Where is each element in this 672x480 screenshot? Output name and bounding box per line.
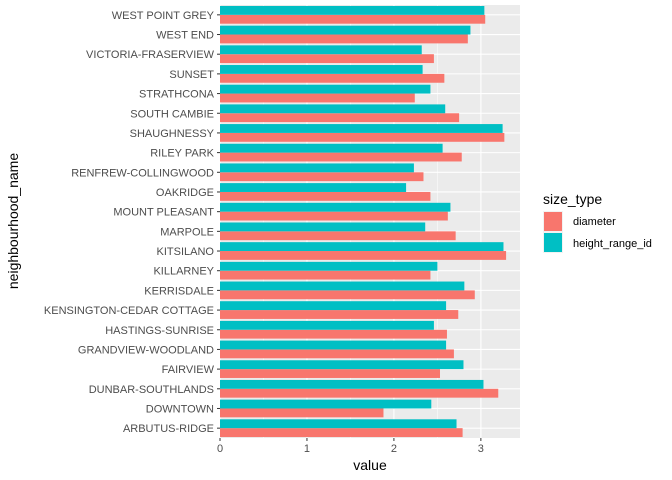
bar-height-range-id bbox=[220, 242, 504, 252]
bar-diameter bbox=[220, 310, 459, 319]
bars bbox=[220, 5, 507, 438]
bar-height-range-id bbox=[220, 340, 447, 350]
y-tick-label: SHAUGHNESSY bbox=[130, 128, 215, 140]
x-axis-title: value bbox=[353, 457, 387, 473]
legend-swatch-diameter bbox=[544, 212, 562, 231]
y-tick-label: SUNSET bbox=[169, 69, 214, 81]
x-tick-label: 1 bbox=[304, 443, 310, 455]
legend-label-height-range-id: height_range_id bbox=[573, 238, 652, 250]
y-tick-label: RENFREW-COLLINGWOOD bbox=[71, 167, 214, 179]
bar-diameter bbox=[220, 270, 431, 280]
bar-height-range-id bbox=[220, 104, 446, 114]
bar-height-range-id bbox=[220, 183, 407, 192]
y-tick-label: KILLARNEY bbox=[153, 266, 214, 278]
y-tick-label: ARBUTUS-RIDGE bbox=[123, 423, 214, 435]
y-tick-label: WEST POINT GREY bbox=[112, 10, 215, 22]
bar-height-range-id bbox=[220, 419, 457, 429]
bar-height-range-id bbox=[220, 124, 503, 133]
bar-height-range-id bbox=[220, 320, 434, 330]
bar-height-range-id bbox=[220, 399, 432, 409]
bar-height-range-id bbox=[220, 143, 443, 153]
bar-diameter bbox=[220, 73, 445, 83]
bar-diameter bbox=[220, 172, 424, 182]
legend-label-diameter: diameter bbox=[573, 216, 616, 228]
x-axis-ticks: 0 1 2 3 bbox=[217, 438, 484, 455]
y-tick-label: DOWNTOWN bbox=[146, 403, 214, 415]
bar-height-range-id bbox=[220, 281, 465, 291]
bar-diameter bbox=[220, 152, 462, 162]
y-tick-label: KENSINGTON-CEDAR COTTAGE bbox=[44, 305, 214, 317]
bar-diameter bbox=[220, 34, 468, 44]
bar-diameter bbox=[220, 191, 431, 201]
bar-height-range-id bbox=[220, 222, 426, 232]
bar-diameter bbox=[220, 428, 463, 438]
bar-diameter bbox=[220, 329, 447, 339]
legend-title: size_type bbox=[543, 191, 602, 207]
bar-diameter bbox=[220, 251, 507, 260]
bar-height-range-id bbox=[220, 202, 451, 212]
bar-diameter bbox=[220, 369, 440, 378]
bar-height-range-id bbox=[220, 163, 414, 173]
y-tick-label: STRATHCONA bbox=[139, 89, 215, 101]
y-tick-label: GRANDVIEW-WOODLAND bbox=[78, 344, 214, 356]
y-tick-label: SOUTH CAMBIE bbox=[130, 108, 214, 120]
y-tick-label: VICTORIA-FRASERVIEW bbox=[86, 49, 215, 61]
bar-height-range-id bbox=[220, 65, 423, 74]
y-tick-label: MOUNT PLEASANT bbox=[113, 207, 214, 219]
bar-diameter bbox=[220, 408, 384, 418]
y-tick-label: FAIRVIEW bbox=[162, 364, 215, 376]
bar-height-range-id bbox=[220, 360, 464, 370]
y-tick-label: MARPOLE bbox=[160, 226, 214, 238]
y-tick-label: HASTINGS-SUNRISE bbox=[105, 325, 214, 337]
y-axis-title: neighbourhood_name bbox=[5, 153, 21, 289]
x-tick-label: 0 bbox=[217, 443, 223, 455]
bar-height-range-id bbox=[220, 379, 484, 389]
bar-diameter bbox=[220, 54, 434, 64]
bar-height-range-id bbox=[220, 45, 422, 55]
y-tick-label: KERRISDALE bbox=[144, 285, 214, 297]
y-tick-label: DUNBAR-SOUTHLANDS bbox=[89, 384, 214, 396]
legend-swatch-height-range-id bbox=[544, 233, 562, 252]
bar-diameter bbox=[220, 132, 505, 142]
y-tick-label: WEST END bbox=[156, 30, 214, 42]
bar-diameter bbox=[220, 93, 415, 103]
y-tick-label: OAKRIDGE bbox=[156, 187, 214, 199]
bar-height-range-id bbox=[220, 84, 431, 94]
bar-height-range-id bbox=[220, 5, 485, 15]
bar-diameter bbox=[220, 211, 448, 221]
bar-height-range-id bbox=[220, 25, 471, 35]
bar-diameter bbox=[220, 231, 456, 241]
bar-height-range-id bbox=[220, 301, 447, 311]
y-tick-label: KITSILANO bbox=[157, 246, 215, 258]
bar-diameter bbox=[220, 388, 499, 398]
y-axis-ticks: WEST POINT GREY WEST END VICTORIA-FRASERVI… bbox=[44, 10, 220, 435]
legend: size_type diameter height_range_id bbox=[543, 191, 652, 253]
bar-diameter bbox=[220, 349, 454, 359]
bar-diameter bbox=[220, 14, 486, 24]
bar-diameter bbox=[220, 113, 460, 123]
bar-height-range-id bbox=[220, 261, 438, 271]
x-tick-label: 3 bbox=[478, 443, 484, 455]
bar-diameter bbox=[220, 290, 475, 300]
y-tick-label: RILEY PARK bbox=[150, 148, 214, 160]
x-tick-label: 2 bbox=[391, 443, 397, 455]
